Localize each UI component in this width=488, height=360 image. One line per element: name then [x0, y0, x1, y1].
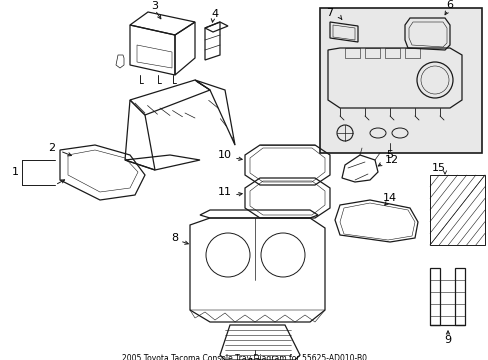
- Text: 7: 7: [326, 8, 333, 18]
- Text: 13: 13: [247, 358, 262, 360]
- Text: 6: 6: [446, 0, 452, 10]
- Text: 8: 8: [170, 233, 178, 243]
- Text: 14: 14: [382, 193, 396, 203]
- Text: 3: 3: [151, 1, 158, 11]
- Text: 1: 1: [12, 167, 19, 177]
- Text: 11: 11: [218, 187, 231, 197]
- Text: 5: 5: [386, 150, 393, 160]
- Text: 4: 4: [211, 9, 218, 19]
- Text: 9: 9: [444, 335, 450, 345]
- Text: 12: 12: [384, 155, 398, 165]
- Text: 10: 10: [218, 150, 231, 160]
- Text: 15: 15: [431, 163, 445, 173]
- Text: 2: 2: [48, 143, 56, 153]
- Text: 2005 Toyota Tacoma Console Tray Diagram for 55625-AD010-B0: 2005 Toyota Tacoma Console Tray Diagram …: [121, 354, 366, 360]
- Bar: [319, 8, 481, 153]
